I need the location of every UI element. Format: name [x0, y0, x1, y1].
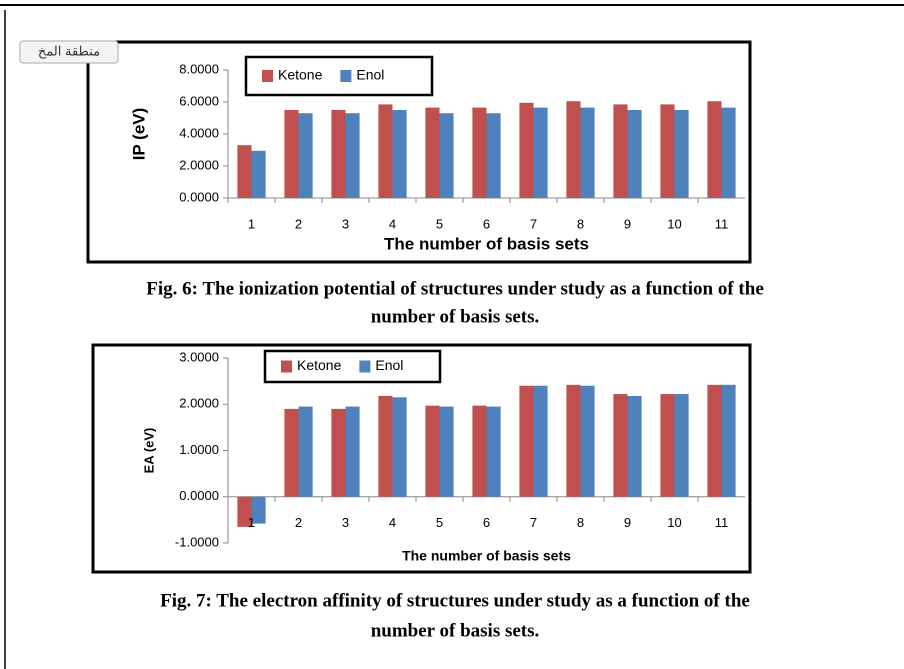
tab-label[interactable]: منطقة المخ	[38, 43, 100, 59]
bar	[627, 110, 642, 198]
legend-label: Ketone	[278, 67, 323, 83]
y-axis-title: IP (eV)	[129, 108, 148, 161]
x-tick-label: 1	[248, 216, 255, 231]
y-axis-title: EA (eV)	[141, 428, 156, 474]
bar	[237, 496, 252, 527]
x-tick-label: 3	[342, 216, 349, 231]
x-tick-label: 4	[389, 216, 396, 231]
bar	[674, 394, 689, 497]
legend-swatch	[340, 70, 352, 82]
y-tick-label: 2.0000	[179, 396, 219, 411]
bar	[613, 104, 628, 198]
bar	[345, 113, 360, 198]
bar	[519, 102, 534, 198]
bar	[707, 384, 722, 497]
bar	[425, 107, 440, 198]
legend-label: Enol	[356, 67, 384, 83]
y-tick-label: 1.0000	[179, 442, 219, 457]
x-tick-label: 5	[436, 216, 443, 231]
bar	[674, 110, 689, 198]
legend-box	[244, 55, 434, 97]
x-tick-label: 5	[436, 515, 443, 530]
bar	[237, 145, 252, 198]
x-tick-label: 8	[577, 515, 584, 530]
bar	[580, 107, 595, 198]
y-tick-label: 0.0000	[179, 488, 219, 503]
x-tick-label: 7	[530, 216, 537, 231]
x-tick-label: 9	[624, 515, 631, 530]
x-tick-label: 10	[667, 216, 681, 231]
bar	[392, 397, 407, 497]
bar	[533, 385, 548, 497]
bar	[707, 101, 722, 198]
bar	[251, 496, 266, 524]
legend-label: Ketone	[297, 357, 342, 373]
x-axis-title: The number of basis sets	[402, 548, 571, 564]
caption: Fig. 7: The electron affinity of structu…	[160, 590, 750, 611]
bar	[472, 107, 487, 198]
y-tick-label: 6.0000	[179, 93, 219, 108]
y-tick-label: 4.0000	[179, 125, 219, 140]
bar	[533, 107, 548, 198]
caption: number of basis sets.	[371, 306, 540, 327]
x-tick-label: 8	[577, 216, 584, 231]
x-axis-title: The number of basis sets	[384, 234, 589, 253]
x-tick-label: 3	[342, 515, 349, 530]
bar	[566, 101, 581, 198]
bar	[378, 395, 393, 497]
bar	[519, 385, 534, 497]
x-tick-label: 9	[624, 216, 631, 231]
bar	[298, 406, 313, 497]
bar	[627, 395, 642, 497]
caption: number of basis sets.	[371, 620, 540, 641]
bar	[721, 107, 736, 198]
x-tick-label: 1	[248, 515, 255, 530]
bar	[613, 394, 628, 497]
bar	[439, 406, 454, 497]
bar	[425, 405, 440, 497]
caption: Fig. 6: The ionization potential of stru…	[146, 278, 764, 299]
bar	[486, 113, 501, 198]
bar	[331, 408, 346, 497]
bar	[345, 406, 360, 497]
bar	[660, 394, 675, 497]
tab[interactable]	[19, 40, 119, 64]
y-tick-label: 3.0000	[179, 349, 219, 364]
x-tick-label: 6	[483, 515, 490, 530]
y-tick-label: 8.0000	[179, 61, 219, 76]
legend-label: Enol	[375, 357, 403, 373]
bar	[284, 110, 299, 198]
x-tick-label: 11	[715, 515, 729, 530]
bar	[251, 150, 266, 198]
x-tick-label: 10	[667, 515, 681, 530]
bar	[566, 384, 581, 497]
y-tick-label: -1.0000	[175, 534, 219, 549]
x-tick-label: 6	[483, 216, 490, 231]
bar	[721, 384, 736, 497]
bar	[392, 110, 407, 198]
legend-swatch	[281, 360, 292, 373]
x-tick-label: 11	[715, 216, 729, 231]
legend-swatch	[262, 70, 273, 82]
legend-box	[263, 349, 442, 384]
y-tick-label: 0.0000	[179, 189, 219, 204]
x-tick-label: 2	[295, 216, 302, 231]
x-tick-label: 4	[389, 515, 396, 530]
bar	[378, 104, 393, 198]
bar	[580, 385, 595, 497]
bar	[284, 408, 299, 497]
legend-swatch	[359, 360, 371, 373]
bar	[486, 406, 501, 497]
y-tick-label: 2.0000	[179, 157, 219, 172]
bar	[439, 113, 454, 198]
bar	[660, 104, 675, 198]
bar	[331, 110, 346, 198]
x-tick-label: 7	[530, 515, 537, 530]
bar	[472, 405, 487, 497]
x-tick-label: 2	[295, 515, 302, 530]
bar	[298, 113, 313, 198]
